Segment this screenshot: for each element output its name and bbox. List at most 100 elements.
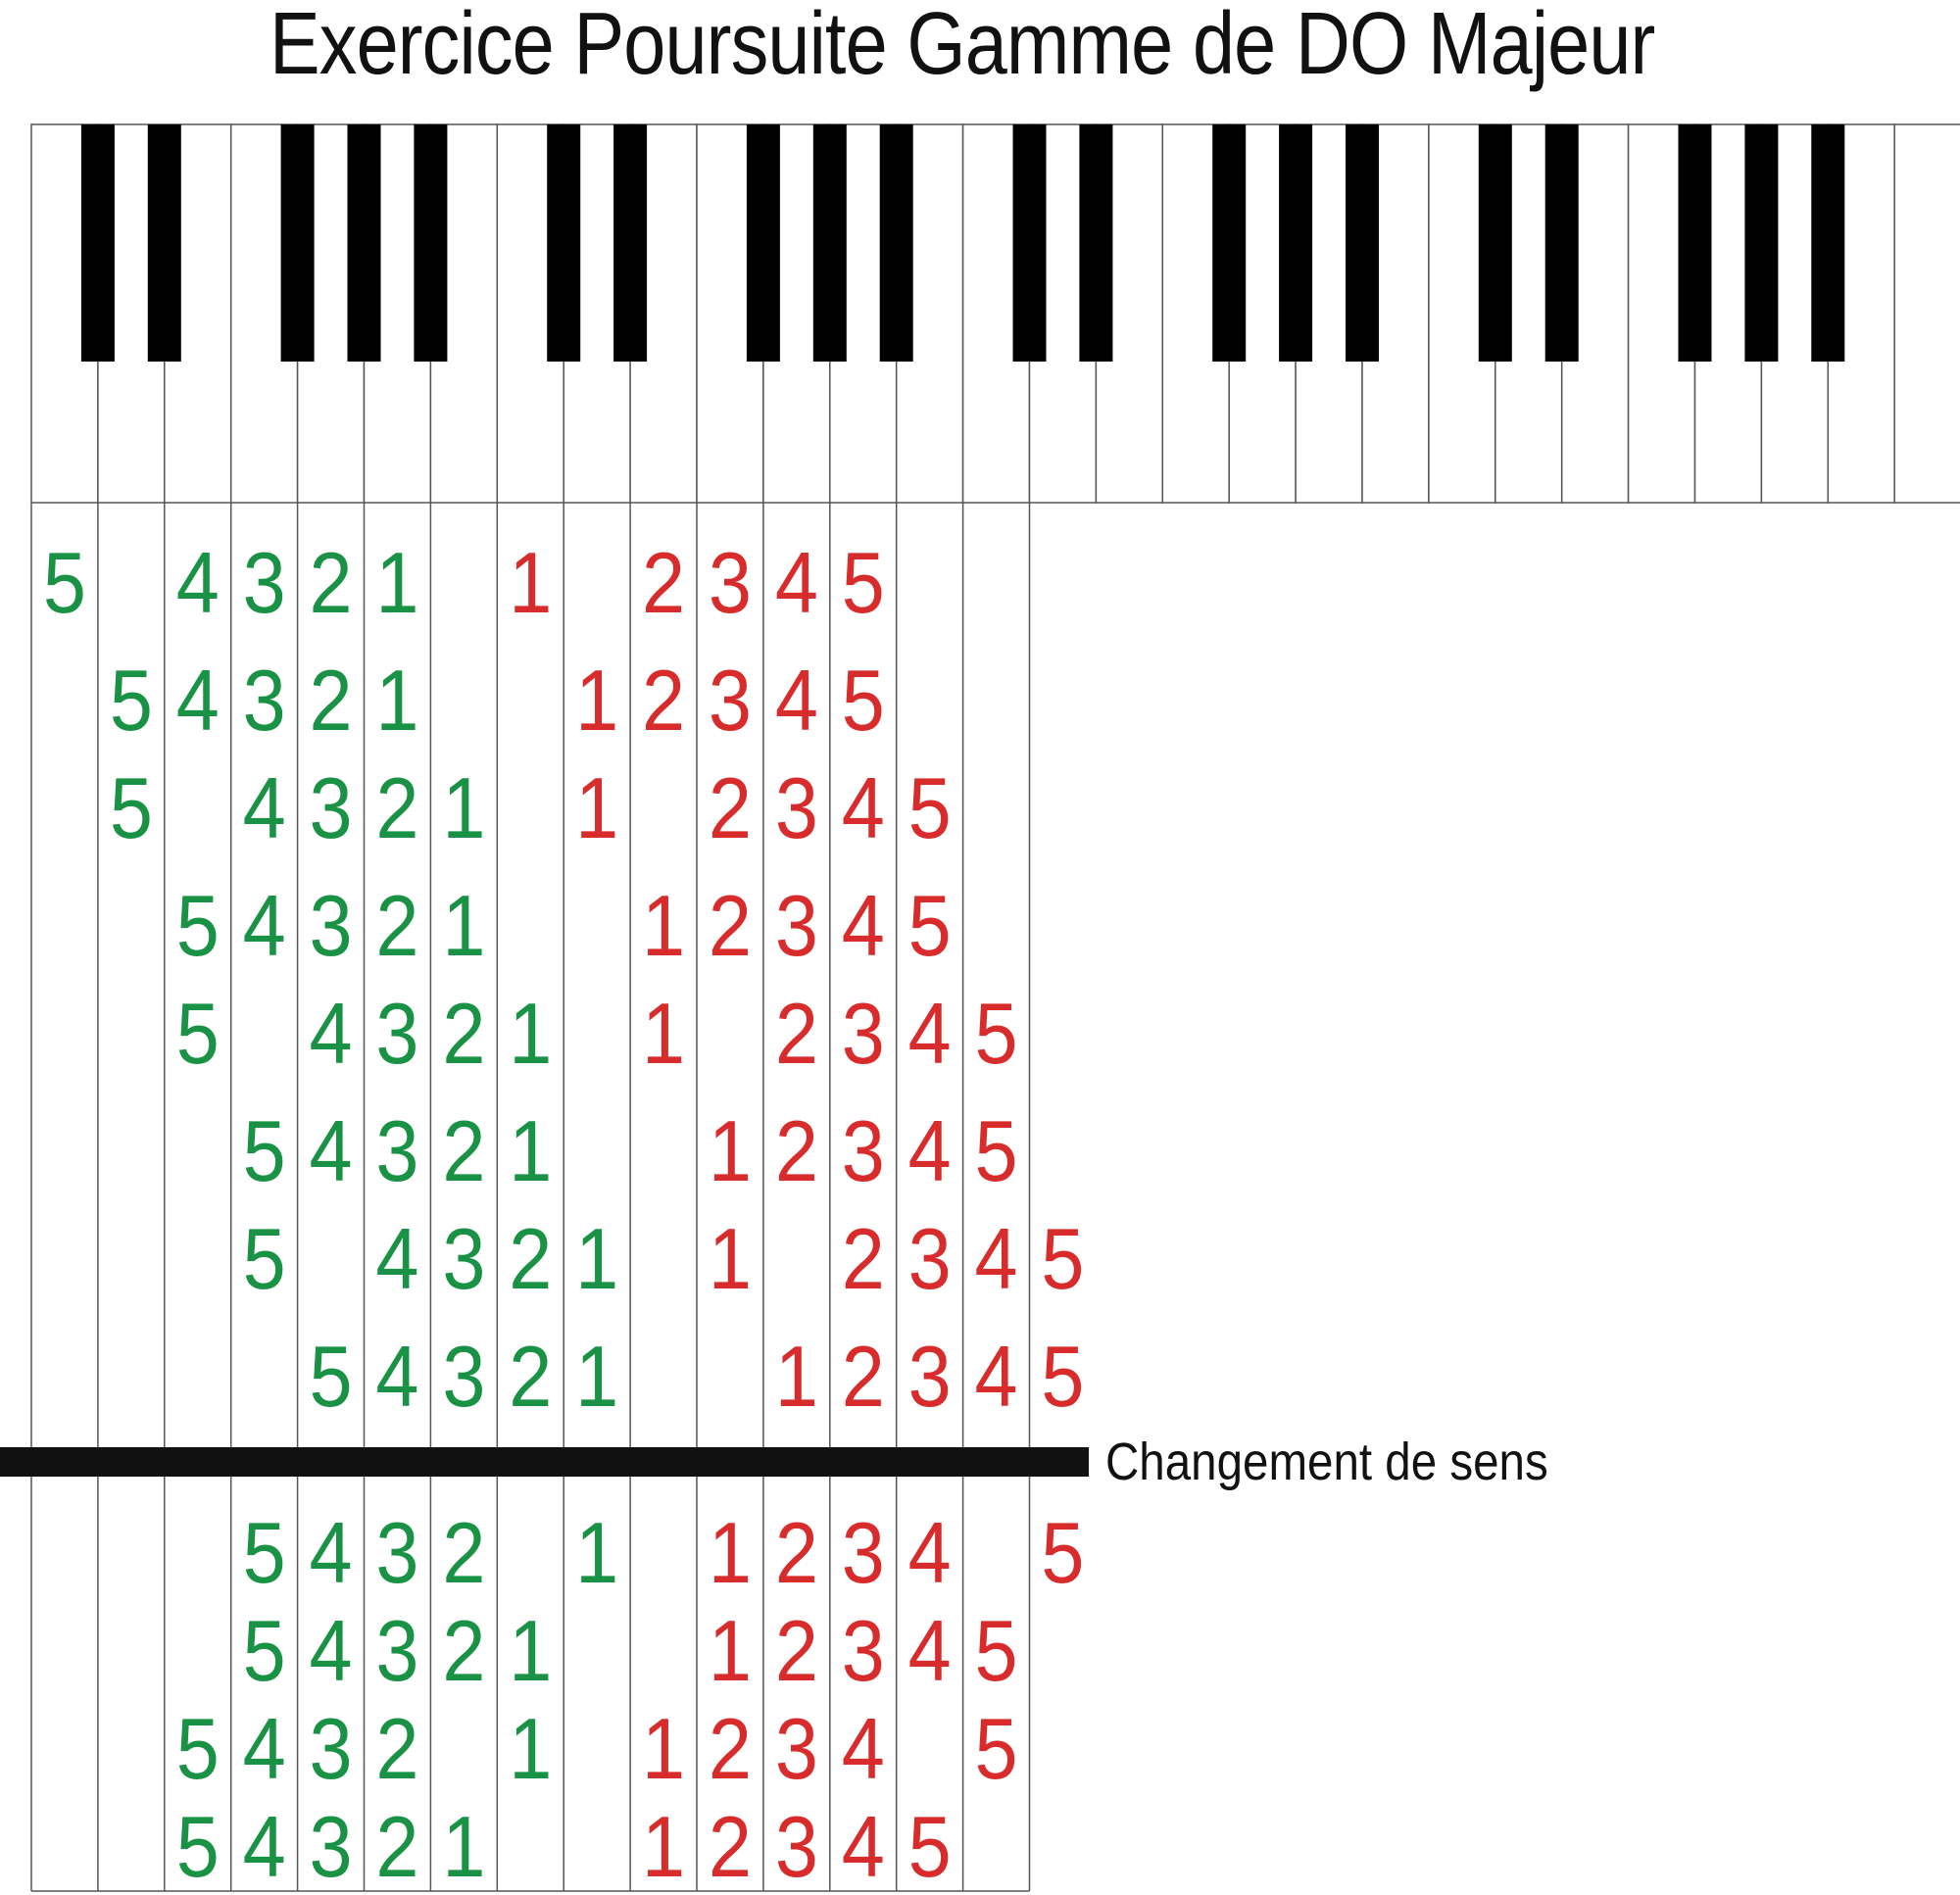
fingering-grid: 5 4 3 2 1 1 2 3 4 55 4 3 2 1 1 2 3 4 55 4 3 2 1 1 2 3 4 55 4 3 2 1 1 2 3 4 5…: [43, 534, 1085, 1895]
right-hand-finger: 4: [908, 1504, 952, 1601]
left-hand-finger: 5: [176, 877, 220, 974]
right-hand-finger: 3: [775, 759, 818, 856]
black-key: [80, 124, 115, 362]
left-hand-finger: 5: [243, 1504, 286, 1601]
black-key: [547, 124, 581, 362]
left-hand-finger: 1: [509, 1102, 552, 1199]
right-hand-finger: 2: [642, 534, 685, 631]
black-key: [1212, 124, 1247, 362]
right-hand-finger: 1: [709, 1210, 752, 1307]
right-hand-finger: 2: [775, 985, 818, 1082]
left-hand-finger: 3: [442, 1210, 485, 1307]
left-hand-finger: 3: [375, 1602, 418, 1699]
right-hand-finger: 2: [775, 1102, 818, 1199]
left-hand-finger: 4: [375, 1210, 418, 1307]
black-key: [1744, 124, 1779, 362]
left-hand-finger: 4: [310, 1602, 353, 1699]
direction-change-label: Changement de sens: [1105, 1432, 1548, 1491]
left-hand-finger: 2: [375, 1798, 418, 1895]
right-hand-finger: 3: [842, 1504, 885, 1601]
left-hand-finger: 5: [243, 1102, 286, 1199]
black-key: [1079, 124, 1113, 362]
white-key: [1893, 123, 1960, 504]
right-hand-finger: 1: [709, 1504, 752, 1601]
right-hand-finger: 1: [642, 877, 685, 974]
left-hand-finger: 1: [575, 1328, 618, 1425]
left-hand-finger: 3: [375, 985, 418, 1082]
left-hand-finger: 4: [243, 1798, 286, 1895]
left-hand-finger: 3: [375, 1504, 418, 1601]
key-column-guides: [30, 503, 1031, 1892]
right-hand-finger: 4: [975, 1328, 1018, 1425]
right-hand-finger: 3: [775, 1700, 818, 1797]
black-key: [147, 124, 181, 362]
left-hand-finger: 3: [310, 1798, 353, 1895]
left-hand-finger: 1: [375, 652, 418, 749]
right-hand-finger: 2: [709, 877, 752, 974]
right-hand-finger: 5: [908, 1798, 952, 1895]
right-hand-finger: 3: [842, 1602, 885, 1699]
black-key: [1012, 124, 1047, 362]
black-key: [812, 124, 847, 362]
right-hand-finger: 3: [842, 985, 885, 1082]
right-hand-finger: 4: [842, 877, 885, 974]
left-hand-finger: 1: [509, 985, 552, 1082]
left-hand-finger: 2: [310, 534, 353, 631]
right-hand-finger: 3: [908, 1210, 952, 1307]
right-hand-finger: 4: [908, 1602, 952, 1699]
left-hand-finger: 2: [442, 1102, 485, 1199]
left-hand-finger: 2: [509, 1210, 552, 1307]
right-hand-finger: 5: [842, 652, 885, 749]
left-hand-finger: 1: [442, 1798, 485, 1895]
right-hand-finger: 2: [775, 1504, 818, 1601]
left-hand-finger: 5: [243, 1602, 286, 1699]
right-hand-finger: 4: [775, 534, 818, 631]
left-hand-finger: 1: [375, 534, 418, 631]
black-key: [414, 124, 448, 362]
right-hand-finger: 3: [775, 877, 818, 974]
right-hand-finger: 4: [842, 1798, 885, 1895]
right-hand-finger: 1: [775, 1328, 818, 1425]
right-hand-finger: 5: [1041, 1504, 1084, 1601]
left-hand-finger: 4: [310, 1504, 353, 1601]
black-key: [1279, 124, 1313, 362]
left-hand-finger: 3: [310, 877, 353, 974]
right-hand-finger: 5: [908, 877, 952, 974]
left-hand-finger: 2: [375, 1700, 418, 1797]
left-hand-finger: 3: [442, 1328, 485, 1425]
left-hand-finger: 3: [310, 1700, 353, 1797]
left-hand-finger: 4: [176, 534, 220, 631]
left-hand-finger: 5: [176, 1700, 220, 1797]
right-hand-finger: 1: [642, 985, 685, 1082]
left-hand-finger: 5: [310, 1328, 353, 1425]
right-hand-finger: 1: [575, 652, 618, 749]
right-hand-finger: 3: [709, 652, 752, 749]
left-hand-finger: 4: [243, 1700, 286, 1797]
right-hand-finger: 5: [842, 534, 885, 631]
right-hand-finger: 2: [775, 1602, 818, 1699]
right-hand-finger: 5: [1041, 1210, 1084, 1307]
right-hand-finger: 1: [575, 759, 618, 856]
right-hand-finger: 3: [908, 1328, 952, 1425]
left-hand-finger: 3: [375, 1102, 418, 1199]
right-hand-finger: 2: [642, 652, 685, 749]
black-key: [613, 124, 648, 362]
page-title: Exercice Poursuite Gamme de DO Majeur: [269, 0, 1655, 93]
left-hand-finger: 1: [575, 1504, 618, 1601]
right-hand-finger: 2: [842, 1328, 885, 1425]
black-key: [879, 124, 913, 362]
right-hand-finger: 2: [709, 759, 752, 856]
right-hand-finger: 1: [509, 534, 552, 631]
right-hand-finger: 2: [709, 1700, 752, 1797]
left-hand-finger: 5: [110, 759, 153, 856]
left-hand-finger: 3: [310, 759, 353, 856]
left-hand-finger: 1: [509, 1602, 552, 1699]
black-key: [1346, 124, 1379, 362]
right-hand-finger: 4: [842, 1700, 885, 1797]
right-hand-finger: 5: [975, 985, 1018, 1082]
black-key: [1544, 124, 1579, 362]
left-hand-finger: 1: [442, 877, 485, 974]
right-hand-finger: 1: [642, 1700, 685, 1797]
right-hand-finger: 5: [975, 1102, 1018, 1199]
